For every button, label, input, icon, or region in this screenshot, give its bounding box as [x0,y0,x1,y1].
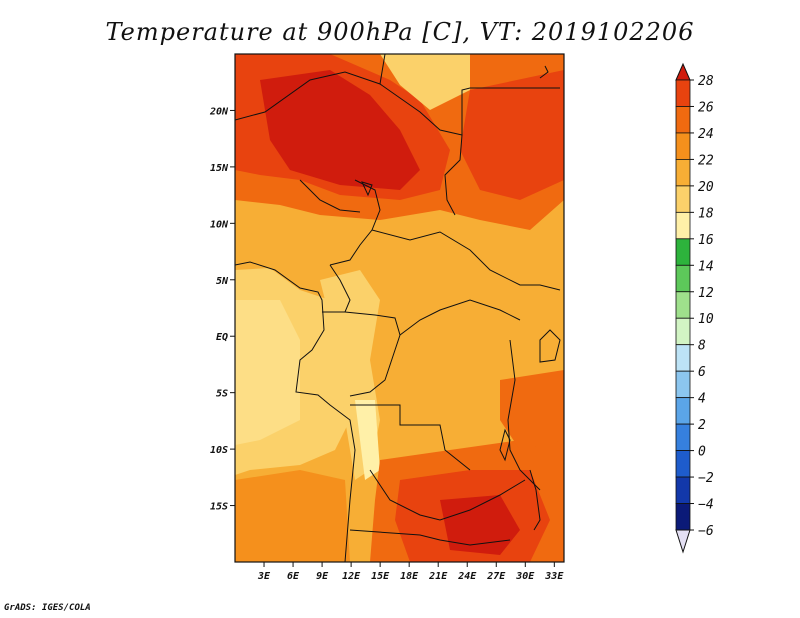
colorbar-label: 0 [698,445,706,460]
y-tick-label: 15S [210,502,228,513]
colorbar-segment [675,291,691,319]
x-tick-label: 33E [544,571,564,582]
grads-credit: GrADS: IGES/COLA [4,603,91,613]
x-tick-label: 18E [400,571,419,582]
x-tick-label: 9E [316,571,329,582]
colorbar-segment [675,106,691,134]
x-tick-label: 27E [486,571,506,582]
border-congo [344,311,401,397]
colorbar-label: 10 [698,312,714,327]
field-atlantic-inner [235,300,300,445]
colorbar-label: 6 [698,365,706,380]
colorbar-label: 18 [698,206,714,221]
colorbar-label: 26 [698,100,714,115]
colorbar-label: 28 [698,74,714,89]
colorbar-top-triangle [675,62,691,81]
y-tick-label: 5N [216,276,229,287]
coastline [235,261,356,562]
border-sahel [299,179,361,213]
x-tick-label: 21E [428,571,448,582]
border-zambia [369,469,526,521]
border-chad-sudan [444,134,463,216]
temperature-field [235,54,564,562]
y-tick-label: 10S [210,445,228,456]
x-tick-label: 15E [371,571,390,582]
chart-title: Temperature at 900hPa [C], VT: 201910220… [105,18,695,46]
border-north [235,71,560,136]
colorbar-label: 16 [698,233,714,248]
colorbar-label: −2 [698,471,714,486]
colorbar-label: 24 [698,127,714,142]
field-southwest [235,470,350,562]
colorbar-segment [675,450,691,478]
map-frame [234,53,565,563]
border-cameroon [322,264,351,313]
colorbar-segment [675,397,691,425]
border-car [371,229,561,291]
colorbar-segment [675,79,691,107]
y-tick-label: 5S [216,389,228,400]
y-tick-label: 20N [209,106,229,117]
colorbar-label: 8 [698,339,706,354]
lake-tanganyika [499,428,511,462]
colorbar-segment [675,476,691,504]
field-south-core [440,495,520,555]
border-drc-north [399,299,521,336]
y-tick-label: 10N [210,219,229,230]
colorbar-segment [675,317,691,346]
colorbar-label: −6 [698,524,714,539]
colorbar-segment [675,185,691,213]
country-borders [235,54,561,562]
colorbar-label: 2 [698,418,706,433]
field-libya-cool [380,54,470,110]
x-tick-label: 6E [287,571,300,582]
colorbar-segment [675,132,691,160]
nile-delta [539,65,549,79]
colorbar-segment [675,423,691,451]
colorbar-segment [675,264,691,293]
colorbar-segment [675,238,691,266]
colorbar-label: 4 [698,392,706,407]
border-drc-east [507,339,541,491]
border-libya [379,54,386,85]
y-tick-label: EQ [216,332,228,343]
field-sahara-core [260,70,420,190]
y-tick-label: 15N [210,163,229,174]
colorbar-segment [675,211,691,240]
colorbar-bottom-triangle [675,529,691,554]
border-angola-drc [350,404,471,471]
colorbar-label: 14 [698,259,714,274]
x-tick-label: 12E [342,571,361,582]
field-east [500,370,564,450]
colorbar-segment [675,370,691,399]
field-sudan-hot [460,70,564,200]
colorbar-segment [675,159,691,187]
colorbar-label: −4 [698,498,714,513]
x-tick-label: 30E [515,571,535,582]
y-axis: 20N 15N 10N 5N EQ 5S 10S 15S [209,106,235,513]
x-tick-label: 3E [257,571,271,582]
field-angola-pale [355,400,380,480]
lake-victoria [539,329,561,363]
x-tick-label: 24E [457,571,477,582]
colorbar-label: 20 [698,180,714,195]
colorbar-label: 12 [698,286,714,301]
colorbar-label: 22 [698,153,714,168]
lake-malawi [529,469,541,531]
colorbar-segment [675,344,691,372]
colorbar-segment [675,503,691,531]
x-axis: 3E 6E 9E 12E 15E 18E 21E 24E 27E 30E 33E [257,562,564,582]
lake-chad [361,181,373,197]
border-namibia [349,529,511,546]
